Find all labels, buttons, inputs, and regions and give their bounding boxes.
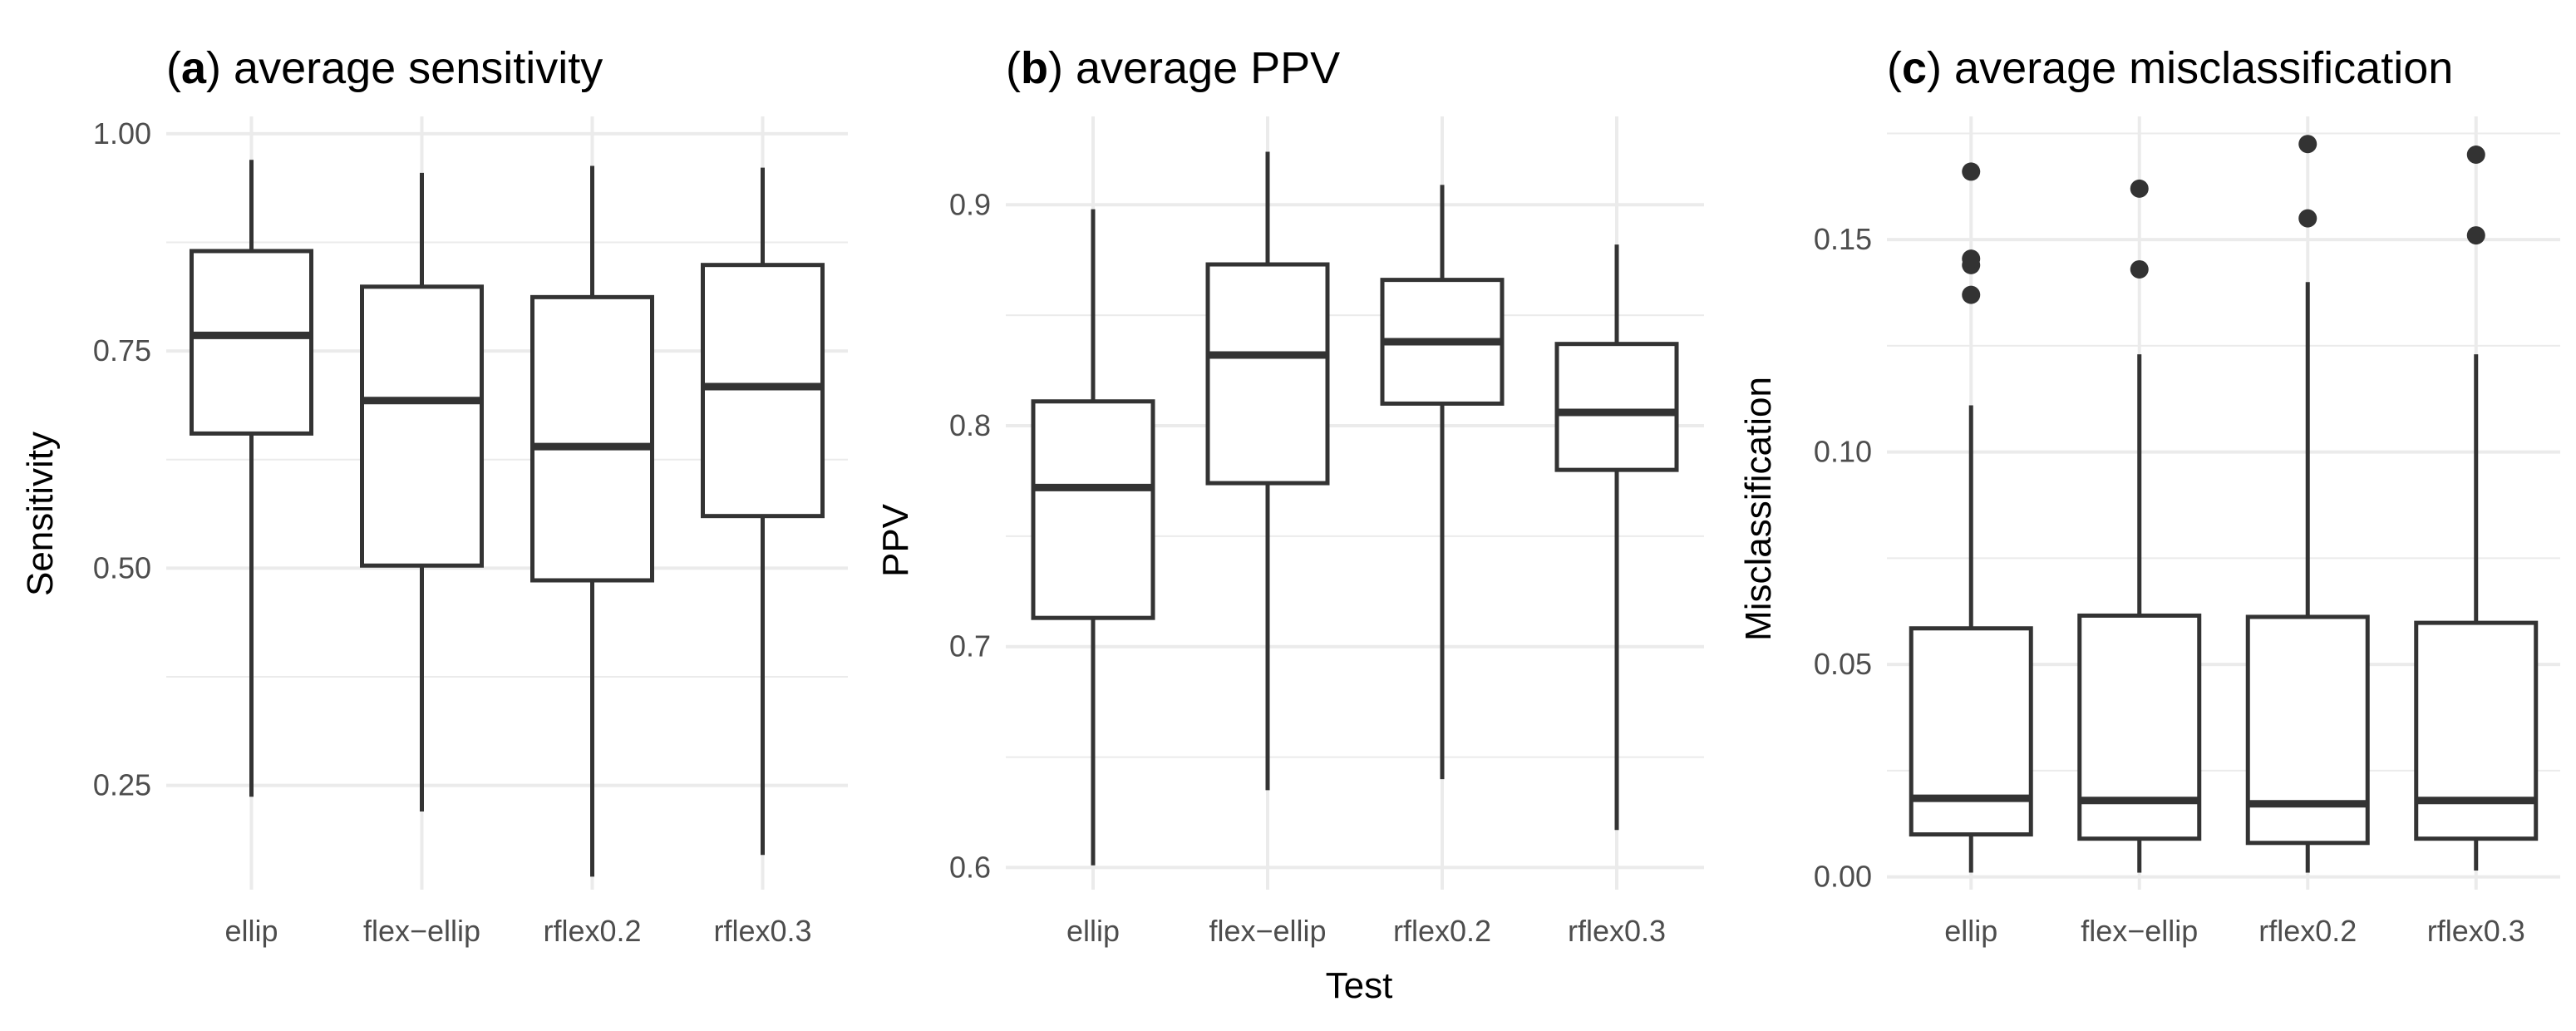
panel-a-boxes [190,160,825,877]
x-tick-label: rflex0.2 [543,914,641,948]
panel-c-boxes [1909,135,2539,873]
panel-c-x-ticks: ellip flex−ellip rflex0.2 rflex0.3 [1944,914,2525,948]
x-tick-label: rflex0.3 [713,914,811,948]
panel-b-y-ticks: 0.6 0.7 0.8 0.9 [949,187,991,884]
iqr-box [2414,620,2539,841]
panel-b-tag: b [1021,43,1048,93]
panel-b: (b) average PPV 0.6 0.7 0.8 0.9 ellip flex−e… [875,43,1704,948]
box-flex-ellip [1205,151,1330,791]
x-tick-label: ellip [1944,914,1997,948]
panel-c-title-text: average misclassification [1954,43,2453,93]
panel-a-y-ticks: 0.25 0.50 0.75 1.00 [93,116,151,802]
panel-b-y-axis-title: PPV [875,503,916,577]
panel-b-title: (b) average PPV [1006,43,1340,93]
y-tick-label: 0.10 [1814,435,1872,469]
panel-c-y-axis-title: Misclassification [1738,377,1779,641]
outlier-point [1962,249,1981,269]
box-flex-ellip [2077,179,2202,873]
y-tick-label: 1.00 [93,116,151,150]
panel-a-title: (a) average sensitivity [166,43,603,93]
iqr-box [701,263,825,519]
box-ellip [190,160,313,797]
outlier-point [2130,179,2149,198]
iqr-box [2077,613,2202,841]
y-tick-label: 0.25 [93,768,151,802]
iqr-box [530,294,654,583]
outlier-point [2298,135,2317,154]
outlier-point [1962,162,1981,181]
x-tick-label: ellip [1066,914,1120,948]
y-tick-label: 0.50 [93,550,151,585]
panel-c-tag: c [1902,43,1927,93]
panel-a-x-ticks: ellip flex−ellip rflex0.2 rflex0.3 [224,914,811,948]
y-tick-label: 0.8 [949,408,991,442]
box-rflex0.3 [1554,244,1679,831]
iqr-box [2245,614,2370,846]
panel-a-title-text: average sensitivity [234,43,603,93]
outlier-point [1962,285,1981,304]
iqr-box [1909,626,2033,837]
box-ellip [1909,162,2033,873]
panel-c: (c) average misclassification 0.000.050.… [1738,43,2560,948]
outlier-point [2466,226,2485,245]
box-rflex0.2 [1380,185,1505,780]
x-tick-label: rflex0.3 [1568,914,1666,948]
panel-a-tag: a [181,43,207,93]
outlier-point [2298,209,2317,228]
x-tick-label: rflex0.2 [1393,914,1491,948]
panel-b-x-ticks: ellip flex−ellip rflex0.2 rflex0.3 [1066,914,1666,948]
x-tick-label: rflex0.2 [2258,914,2357,948]
panel-b-boxes [1031,151,1679,866]
y-tick-label: 0.15 [1814,222,1872,256]
panel-c-y-ticks: 0.00 0.05 0.10 0.15 [1814,222,1872,893]
box-rflex0.2 [530,165,654,877]
box-flex-ellip [360,172,484,811]
x-tick-label: flex−ellip [2081,914,2198,948]
y-tick-label: 0.6 [949,850,991,884]
outlier-point [2130,259,2149,279]
box-ellip [1031,209,1155,866]
iqr-box [190,249,313,436]
x-tick-label: flex−ellip [1209,914,1326,948]
iqr-box [1554,342,1679,472]
y-tick-label: 0.00 [1814,860,1872,894]
x-tick-label: flex−ellip [363,914,480,948]
x-tick-label: ellip [224,914,278,948]
box-rflex0.2 [2245,135,2370,873]
panel-b-title-text: average PPV [1076,43,1340,93]
iqr-box [1031,399,1155,620]
y-tick-label: 0.05 [1814,647,1872,681]
y-tick-label: 0.7 [949,629,991,663]
outlier-point [2466,145,2485,164]
x-tick-label: rflex0.3 [2427,914,2525,948]
panel-a: (a) average sensitivity 0.25 0.50 0.75 1.00… [20,43,848,948]
iqr-box [1205,262,1330,486]
x-axis-title: Test [1326,965,1393,1006]
y-tick-label: 0.75 [93,333,151,368]
y-tick-label: 0.9 [949,187,991,221]
box-rflex0.3 [2414,145,2539,871]
iqr-box [360,284,484,568]
box-rflex0.3 [701,167,825,856]
panel-a-y-axis-title: Sensitivity [20,432,61,596]
panel-c-title: (c) average misclassification [1887,43,2453,93]
